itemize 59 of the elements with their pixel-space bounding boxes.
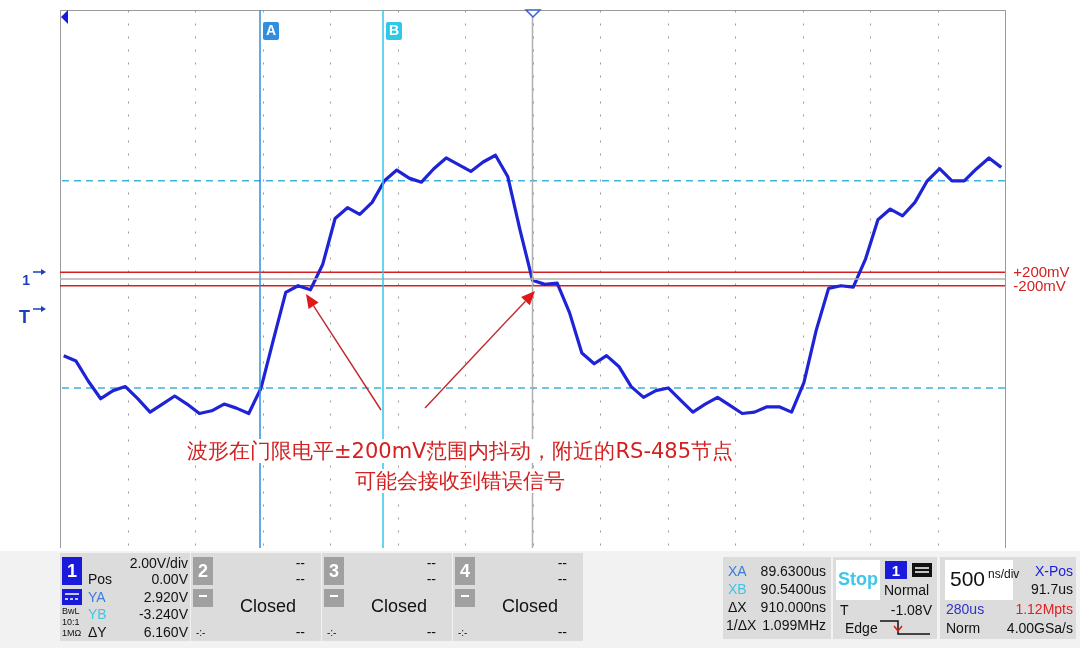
- text: A: [265, 22, 277, 38]
- text: --: [426, 555, 436, 571]
- text: 波形在门限电平±200mV范围内抖动，附近的RS-485节点: [186, 439, 734, 463]
- text: Norm: [946, 620, 981, 636]
- text: Pos: [88, 571, 113, 587]
- text: --: [295, 555, 305, 571]
- text: 91.7us: [1030, 581, 1073, 597]
- text: 3: [324, 557, 344, 585]
- text: -1.08V: [890, 602, 932, 618]
- text: 1: [22, 272, 31, 288]
- text: 0.00V: [151, 571, 188, 587]
- text: -3.240V: [138, 606, 188, 622]
- text: 1: [885, 561, 907, 579]
- text: Normal: [884, 582, 930, 598]
- text: 可能会接收到错误信号: [355, 469, 565, 494]
- text: 2.00V/div: [129, 555, 188, 571]
- text: Closed: [501, 596, 559, 616]
- text: ns/div: [988, 567, 1020, 581]
- text: 1.099MHz: [762, 617, 826, 633]
- text: 10:1: [62, 617, 80, 627]
- text: 90.5400us: [760, 581, 826, 597]
- text: 4: [455, 557, 475, 585]
- text: 1MΩ: [62, 628, 82, 638]
- text: 500: [950, 567, 986, 590]
- text: 2: [193, 557, 213, 585]
- text: B: [388, 22, 400, 38]
- text: X-Pos: [1034, 563, 1073, 579]
- text: Closed: [370, 596, 428, 616]
- text: --: [295, 624, 305, 640]
- text: YA: [88, 589, 106, 605]
- text: 1.12Mpts: [1015, 601, 1073, 617]
- text: ΔY: [88, 624, 107, 640]
- text: XB: [728, 581, 747, 597]
- text: --: [557, 555, 567, 571]
- text: -:-: [327, 627, 337, 638]
- text: Stop: [838, 569, 878, 589]
- text: Closed: [239, 596, 297, 616]
- text: --: [426, 624, 436, 640]
- text: 280us: [946, 601, 985, 617]
- text: 6.160V: [143, 624, 188, 640]
- text: 1: [62, 557, 82, 585]
- text: -:-: [458, 627, 468, 638]
- text: Edge: [845, 620, 878, 636]
- text: 4.00GSa/s: [1006, 620, 1073, 636]
- text: 89.6300us: [760, 563, 826, 579]
- text: 910.000ns: [760, 599, 826, 615]
- text: 2.920V: [143, 589, 188, 605]
- text: T: [840, 602, 849, 618]
- text: ΔX: [728, 599, 747, 615]
- text: YB: [88, 606, 107, 622]
- text: 1/ΔX: [726, 617, 757, 633]
- text: -:-: [196, 627, 206, 638]
- text: --: [295, 571, 305, 587]
- text: --: [557, 624, 567, 640]
- text: T: [19, 307, 30, 327]
- text: XA: [728, 563, 747, 579]
- text: BwL: [62, 606, 80, 616]
- text: --: [557, 571, 567, 587]
- text: --: [426, 571, 436, 587]
